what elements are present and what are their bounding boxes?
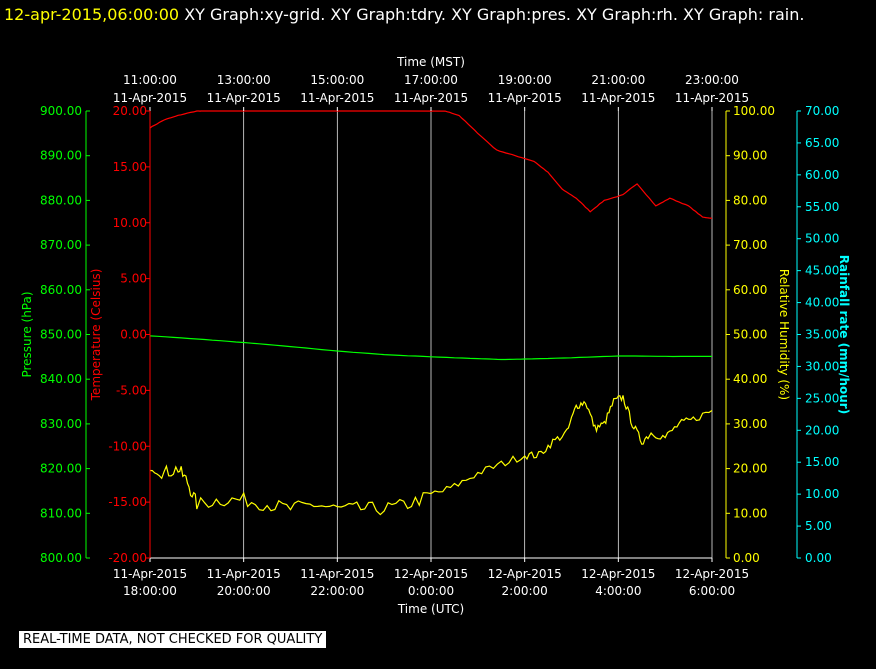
x-bottom-tick-date: 11-Apr-2015	[300, 567, 374, 581]
temperature-tick-label: -20.00	[108, 551, 147, 565]
x-top-tick-time: 13:00:00	[217, 73, 271, 87]
x-top-tick-date: 11-Apr-2015	[113, 91, 187, 105]
grid	[149, 111, 713, 558]
graph-list: XY Graph:xy-grid. XY Graph:tdry. XY Grap…	[184, 5, 805, 24]
rainfall-tick-label: 25.00	[805, 391, 839, 405]
x-bottom-tick-date: 12-Apr-2015	[488, 567, 562, 581]
series-line-tdry	[149, 110, 713, 219]
temperature-tick-label: 15.00	[113, 160, 147, 174]
temperature-tick-label: 20.00	[113, 104, 147, 118]
humidity-tick-label: 60.00	[733, 283, 767, 297]
x-top-tick-time: 17:00:00	[404, 73, 458, 87]
humidity-tick-label: 100.00	[733, 104, 775, 118]
rainfall-tick-label: 55.00	[805, 200, 839, 214]
rainfall-tick-label: 40.00	[805, 296, 839, 310]
x-bottom-tick-time: 0:00:00	[408, 584, 454, 598]
rainfall-tick-label: 70.00	[805, 104, 839, 118]
x-bottom-tick-date: 12-Apr-2015	[581, 567, 655, 581]
axes-layer: Time (MST) 11:00:00 11-Apr-2015 13:00:00 11-…	[20, 55, 851, 616]
x-top-tick-date: 11-Apr-2015	[581, 91, 655, 105]
graph-header: 12-apr-2015,06:00:00 XY Graph:xy-grid. X…	[4, 2, 872, 28]
x-bottom-tick-date: 11-Apr-2015	[113, 567, 187, 581]
rainfall-tick-label: 5.00	[805, 519, 832, 533]
x-bottom-axis-label: Time (UTC)	[397, 602, 464, 616]
x-bottom-tick-time: 22:00:00	[310, 584, 364, 598]
x-bottom-tick-date: 12-Apr-2015	[675, 567, 749, 581]
x-bottom-tick-time: 4:00:00	[595, 584, 641, 598]
x-top-tick-date: 11-Apr-2015	[488, 91, 562, 105]
rainfall-tick-label: 30.00	[805, 359, 839, 373]
x-top-tick-date: 11-Apr-2015	[675, 91, 749, 105]
pressure-tick-label: 860.00	[40, 283, 82, 297]
pressure-tick-label: 890.00	[40, 149, 82, 163]
temperature-tick-label: -15.00	[108, 495, 147, 509]
series-line-pres	[149, 335, 713, 361]
temperature-tick-label: 0.00	[120, 328, 147, 342]
temperature-tick-label: 5.00	[120, 272, 147, 286]
rainfall-tick-label: 35.00	[805, 328, 839, 342]
humidity-axis-label: Relative Humidity (%)	[777, 269, 791, 400]
rainfall-tick-label: 45.00	[805, 264, 839, 278]
pressure-tick-label: 840.00	[40, 372, 82, 386]
x-bottom-tick-time: 6:00:00	[689, 584, 735, 598]
rainfall-tick-label: 65.00	[805, 136, 839, 150]
rainfall-tick-label: 0.00	[805, 551, 832, 565]
pressure-tick-label: 830.00	[40, 417, 82, 431]
x-bottom-tick-date: 12-Apr-2015	[394, 567, 468, 581]
quality-notice: REAL-TIME DATA, NOT CHECKED FOR QUALITY	[19, 631, 327, 648]
humidity-tick-label: 70.00	[733, 238, 767, 252]
humidity-tick-label: 30.00	[733, 417, 767, 431]
pressure-tick-label: 810.00	[40, 506, 82, 520]
rainfall-tick-label: 60.00	[805, 168, 839, 182]
series-line-rh	[149, 395, 713, 516]
temperature-tick-label: -10.00	[108, 439, 147, 453]
humidity-tick-label: 80.00	[733, 193, 767, 207]
pressure-tick-label: 900.00	[40, 104, 82, 118]
x-bottom-tick-time: 20:00:00	[217, 584, 271, 598]
pressure-axis-label: Pressure (hPa)	[20, 291, 34, 377]
series-layer	[149, 110, 713, 516]
humidity-tick-label: 40.00	[733, 372, 767, 386]
humidity-tick-label: 20.00	[733, 462, 767, 476]
humidity-tick-label: 50.00	[733, 328, 767, 342]
rainfall-tick-label: 10.00	[805, 487, 839, 501]
rainfall-tick-label: 15.00	[805, 455, 839, 469]
rainfall-tick-label: 50.00	[805, 232, 839, 246]
temperature-tick-label: -5.00	[116, 383, 147, 397]
x-top-tick-time: 15:00:00	[310, 73, 364, 87]
x-top-axis-label: Time (MST)	[396, 55, 465, 69]
pressure-tick-label: 880.00	[40, 193, 82, 207]
pressure-tick-label: 820.00	[40, 462, 82, 476]
temperature-axis-label: Temperature (Celsius)	[89, 269, 103, 402]
x-top-tick-time: 11:00:00	[123, 73, 177, 87]
x-bottom-tick-time: 18:00:00	[123, 584, 177, 598]
pressure-tick-label: 800.00	[40, 551, 82, 565]
rainfall-tick-label: 20.00	[805, 423, 839, 437]
timestamp: 12-apr-2015,06:00:00	[4, 5, 180, 24]
rainfall-axis-label: Rainfall rate (mm/hour)	[837, 255, 851, 414]
pressure-tick-label: 850.00	[40, 328, 82, 342]
humidity-tick-label: 90.00	[733, 149, 767, 163]
temperature-tick-label: 10.00	[113, 216, 147, 230]
x-top-tick-date: 11-Apr-2015	[394, 91, 468, 105]
x-bottom-tick-time: 2:00:00	[502, 584, 548, 598]
x-bottom-tick-date: 11-Apr-2015	[207, 567, 281, 581]
humidity-tick-label: 0.00	[733, 551, 760, 565]
pressure-tick-label: 870.00	[40, 238, 82, 252]
x-top-tick-time: 19:00:00	[498, 73, 552, 87]
x-top-tick-date: 11-Apr-2015	[207, 91, 281, 105]
x-top-tick-date: 11-Apr-2015	[300, 91, 374, 105]
x-top-tick-time: 23:00:00	[685, 73, 739, 87]
humidity-tick-label: 10.00	[733, 506, 767, 520]
x-top-tick-time: 21:00:00	[591, 73, 645, 87]
